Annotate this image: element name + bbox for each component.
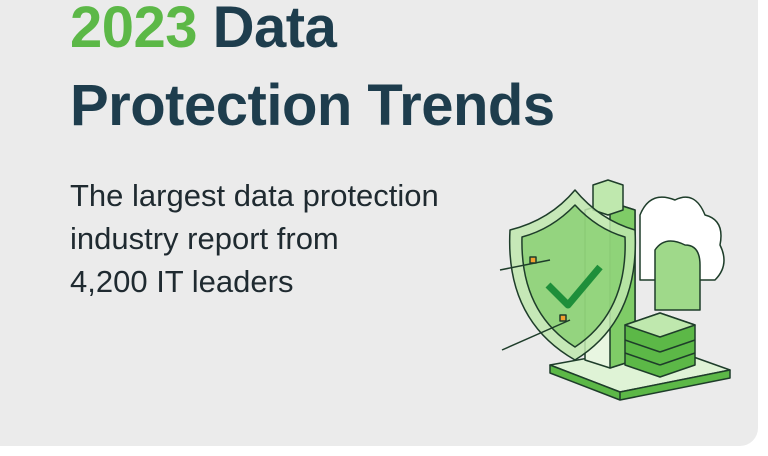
title-line: 2023 Data bbox=[70, 0, 337, 61]
node bbox=[529, 256, 537, 264]
subtitle-line: 4,200 IT leaders bbox=[70, 264, 294, 299]
shield-inner bbox=[521, 204, 626, 348]
illustration bbox=[499, 179, 731, 401]
check bbox=[545, 264, 603, 309]
subtitle-line: industry report from bbox=[70, 221, 339, 256]
node bbox=[559, 314, 567, 322]
title-text: Data bbox=[212, 0, 337, 60]
cloud-back bbox=[654, 240, 701, 311]
title-year: 2023 bbox=[70, 0, 198, 60]
banner: 2023 Data Protection Trends The largest … bbox=[0, 0, 758, 446]
server-top bbox=[624, 312, 696, 338]
tower-top bbox=[592, 179, 624, 216]
subtitle-line: The largest data protection bbox=[70, 178, 439, 213]
base-edge bbox=[549, 364, 731, 401]
title-line: Protection Trends bbox=[70, 73, 555, 138]
